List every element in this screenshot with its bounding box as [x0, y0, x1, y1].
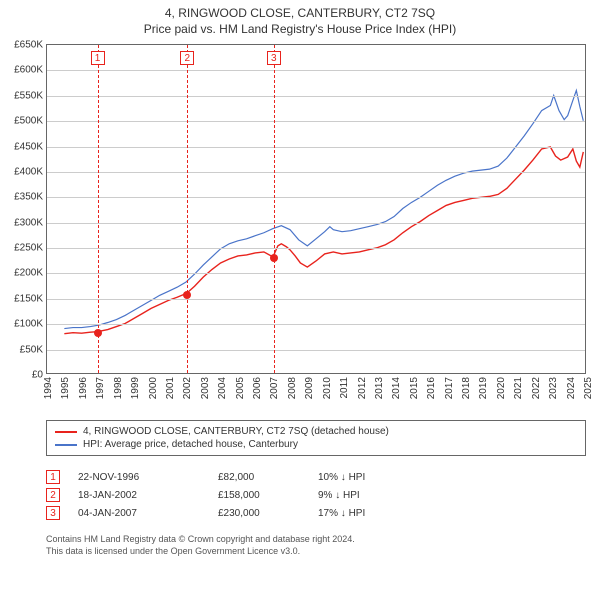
footer: Contains HM Land Registry data © Crown c… — [46, 534, 355, 557]
event-point — [270, 254, 278, 262]
y-tick-label: £450K — [14, 141, 43, 152]
plot-area: £0£50K£100K£150K£200K£250K£300K£350K£400… — [46, 44, 586, 374]
x-tick-label: 2000 — [148, 377, 159, 399]
x-tick-label: 1997 — [95, 377, 106, 399]
x-tick-label: 1998 — [113, 377, 124, 399]
chart-title-1: 4, RINGWOOD CLOSE, CANTERBURY, CT2 7SQ — [0, 0, 600, 20]
event-price: £82,000 — [218, 472, 318, 483]
y-tick-label: £300K — [14, 217, 43, 228]
x-tick-label: 2021 — [513, 377, 524, 399]
x-tick-label: 2012 — [357, 377, 368, 399]
x-tick-label: 2014 — [391, 377, 402, 399]
gridline — [47, 324, 585, 325]
y-tick-label: £0 — [32, 370, 43, 381]
x-tick-label: 2002 — [182, 377, 193, 399]
x-tick-label: 2007 — [269, 377, 280, 399]
event-vline — [98, 45, 99, 373]
x-tick-label: 1999 — [130, 377, 141, 399]
x-tick-label: 1996 — [78, 377, 89, 399]
series-line — [64, 90, 583, 328]
gridline — [47, 172, 585, 173]
event-marker: 3 — [267, 51, 281, 65]
event-vline — [274, 45, 275, 373]
legend: 4, RINGWOOD CLOSE, CANTERBURY, CT2 7SQ (… — [46, 420, 586, 456]
event-date: 04-JAN-2007 — [78, 508, 218, 519]
event-vline — [187, 45, 188, 373]
legend-row: 4, RINGWOOD CLOSE, CANTERBURY, CT2 7SQ (… — [55, 425, 577, 438]
event-row: 3 04-JAN-2007£230,00017% ↓ HPI — [46, 504, 418, 522]
chart-container: 4, RINGWOOD CLOSE, CANTERBURY, CT2 7SQ P… — [0, 0, 600, 590]
x-tick-label: 2017 — [444, 377, 455, 399]
x-tick-label: 2008 — [287, 377, 298, 399]
x-tick-label: 2015 — [409, 377, 420, 399]
x-tick-label: 2010 — [322, 377, 333, 399]
x-tick-label: 2006 — [252, 377, 263, 399]
event-price: £230,000 — [218, 508, 318, 519]
chart-title-2: Price paid vs. HM Land Registry's House … — [0, 20, 600, 40]
gridline — [47, 121, 585, 122]
legend-label: 4, RINGWOOD CLOSE, CANTERBURY, CT2 7SQ (… — [83, 426, 389, 437]
legend-label: HPI: Average price, detached house, Cant… — [83, 439, 298, 450]
gridline — [47, 223, 585, 224]
x-tick-label: 2009 — [304, 377, 315, 399]
y-tick-label: £650K — [14, 40, 43, 51]
x-tick-label: 2004 — [217, 377, 228, 399]
events-table: 1 22-NOV-1996£82,00010% ↓ HPI 2 18-JAN-2002… — [46, 468, 418, 522]
y-tick-label: £200K — [14, 268, 43, 279]
y-tick-label: £600K — [14, 65, 43, 76]
legend-row: HPI: Average price, detached house, Cant… — [55, 438, 577, 451]
y-tick-label: £50K — [20, 344, 43, 355]
event-date: 18-JAN-2002 — [78, 490, 218, 501]
event-pct: 17% ↓ HPI — [318, 508, 418, 519]
event-price: £158,000 — [218, 490, 318, 501]
x-tick-label: 2001 — [165, 377, 176, 399]
legend-swatch — [55, 444, 77, 446]
legend-swatch — [55, 431, 77, 433]
y-tick-label: £500K — [14, 116, 43, 127]
y-tick-label: £100K — [14, 319, 43, 330]
gridline — [47, 96, 585, 97]
event-point — [183, 291, 191, 299]
gridline — [47, 70, 585, 71]
gridline — [47, 197, 585, 198]
event-row: 2 18-JAN-2002£158,0009% ↓ HPI — [46, 486, 418, 504]
x-tick-label: 2011 — [339, 377, 350, 399]
y-tick-label: £400K — [14, 166, 43, 177]
x-tick-label: 1995 — [60, 377, 71, 399]
x-tick-label: 2016 — [426, 377, 437, 399]
event-row: 1 22-NOV-1996£82,00010% ↓ HPI — [46, 468, 418, 486]
y-tick-label: £350K — [14, 192, 43, 203]
footer-line-2: This data is licensed under the Open Gov… — [46, 546, 355, 558]
event-row-marker: 1 — [46, 470, 60, 484]
gridline — [47, 350, 585, 351]
event-pct: 10% ↓ HPI — [318, 472, 418, 483]
footer-line-1: Contains HM Land Registry data © Crown c… — [46, 534, 355, 546]
event-pct: 9% ↓ HPI — [318, 490, 418, 501]
y-tick-label: £150K — [14, 293, 43, 304]
y-tick-label: £250K — [14, 243, 43, 254]
event-date: 22-NOV-1996 — [78, 472, 218, 483]
x-tick-label: 2023 — [548, 377, 559, 399]
x-tick-label: 2022 — [531, 377, 542, 399]
x-tick-label: 2024 — [566, 377, 577, 399]
x-tick-label: 2005 — [235, 377, 246, 399]
x-tick-label: 2020 — [496, 377, 507, 399]
x-tick-label: 2003 — [200, 377, 211, 399]
x-tick-label: 2019 — [478, 377, 489, 399]
x-tick-label: 1994 — [43, 377, 54, 399]
y-tick-label: £550K — [14, 90, 43, 101]
event-marker: 1 — [91, 51, 105, 65]
event-row-marker: 2 — [46, 488, 60, 502]
gridline — [47, 273, 585, 274]
event-marker: 2 — [180, 51, 194, 65]
event-point — [94, 329, 102, 337]
gridline — [47, 248, 585, 249]
x-tick-label: 2018 — [461, 377, 472, 399]
x-tick-label: 2025 — [583, 377, 594, 399]
x-tick-label: 2013 — [374, 377, 385, 399]
gridline — [47, 299, 585, 300]
event-row-marker: 3 — [46, 506, 60, 520]
gridline — [47, 147, 585, 148]
